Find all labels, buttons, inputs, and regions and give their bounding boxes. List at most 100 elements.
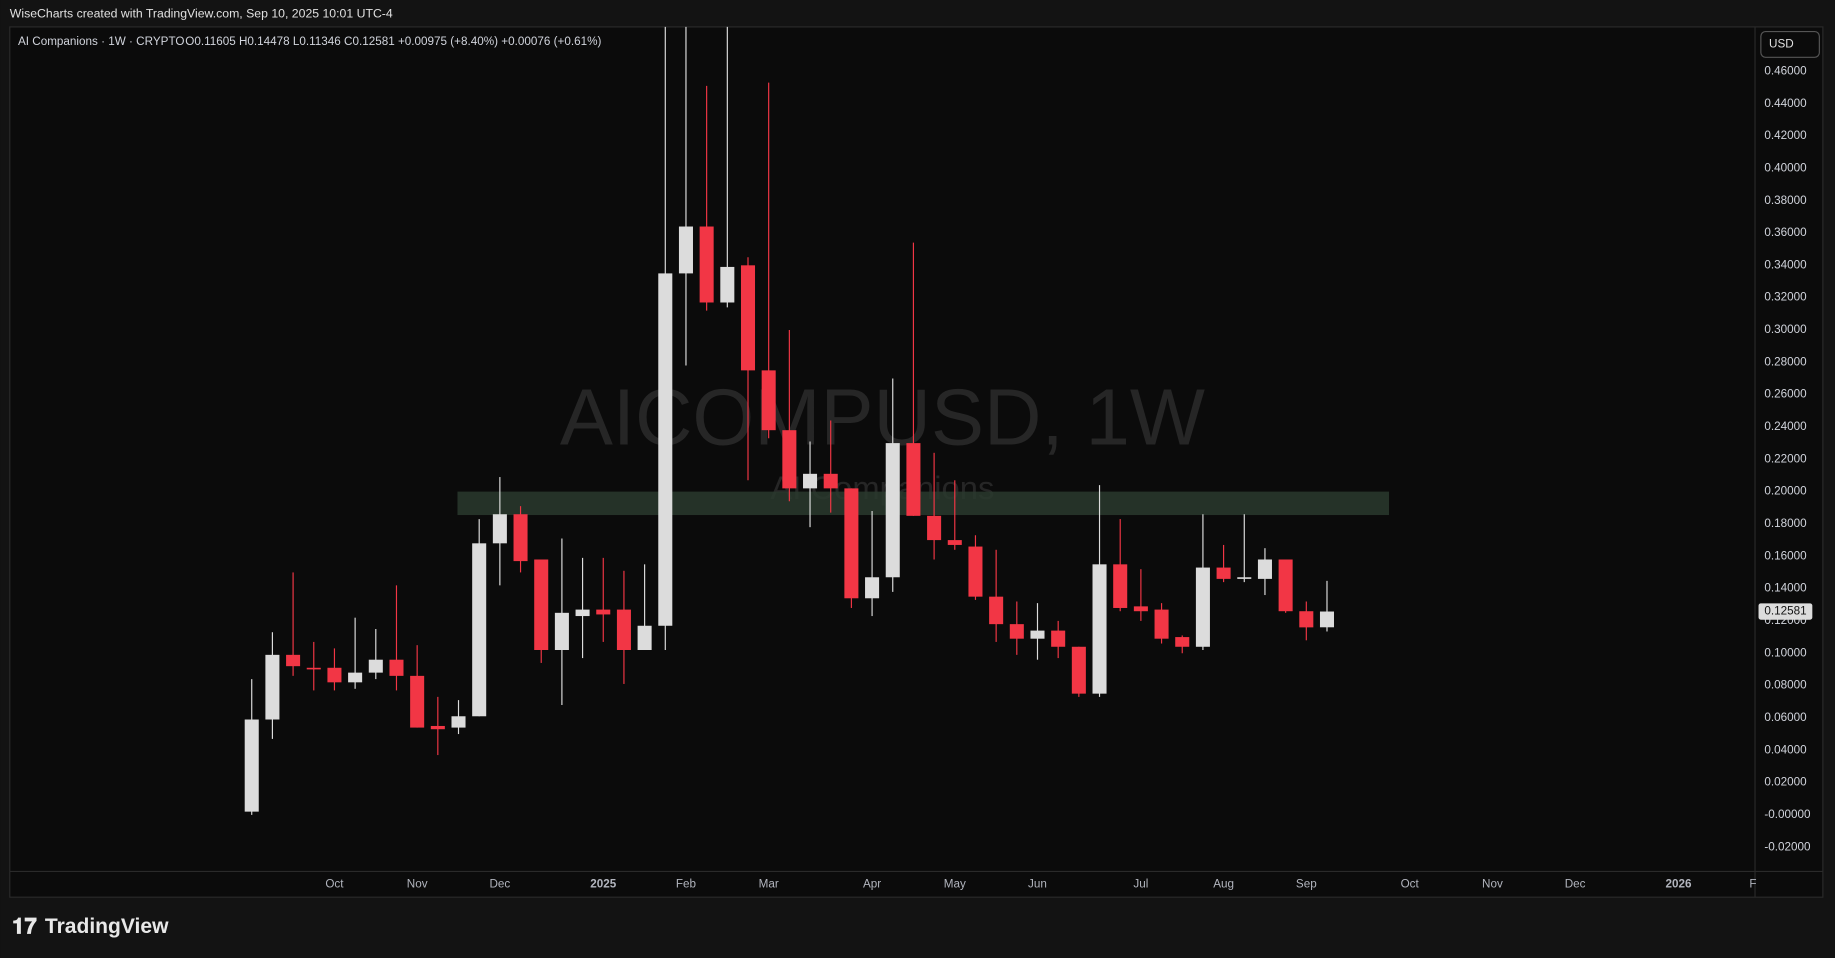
y-tick-label: 0.28000 — [1764, 355, 1807, 368]
candle-body — [1278, 559, 1293, 612]
footer: TradingView — [45, 915, 169, 938]
candle-body — [823, 473, 838, 489]
zone — [457, 491, 1390, 516]
candle-body — [368, 659, 383, 673]
candle-body — [513, 514, 528, 562]
header: WiseCharts created with TradingView.com,… — [10, 6, 393, 20]
candle-body — [1319, 611, 1335, 628]
y-tick-label: -0.00000 — [1764, 808, 1811, 821]
x-tick-label: Nov — [1482, 877, 1503, 890]
x-tick-label: Aug — [1213, 877, 1234, 890]
candle-body — [430, 725, 445, 730]
candle-body — [451, 716, 466, 728]
y-tick-label: 0.44000 — [1764, 97, 1807, 110]
y-tick-label: 0.32000 — [1764, 291, 1807, 304]
x-tick-label: Oct — [1401, 877, 1420, 890]
candle-body — [554, 612, 569, 651]
x-tick-label: Oct — [325, 877, 344, 890]
x-tick-label: Feb — [676, 877, 697, 890]
last-price-label: 0.12581 — [1764, 605, 1806, 618]
candle-body — [782, 430, 797, 489]
candle-body — [327, 667, 342, 683]
candle-body — [678, 226, 693, 274]
candle-body — [534, 559, 549, 651]
candle-body — [803, 473, 818, 489]
y-tick-label: -0.02000 — [1764, 840, 1811, 853]
x-tick-label: 2025 — [590, 877, 617, 890]
candle-body — [389, 659, 404, 676]
candle-body — [575, 609, 590, 617]
legend-values: O0.11605 H0.14478 L0.11346 C0.12581 +0.0… — [185, 35, 601, 48]
y-tick-label: 0.24000 — [1764, 420, 1807, 433]
y-tick-label: 0.10000 — [1764, 646, 1807, 659]
x-tick-label: Sep — [1296, 877, 1317, 890]
currency: USD — [1769, 38, 1794, 51]
symbol-title: AI Companions · 1W · CRYPTO — [18, 35, 185, 48]
candle-body — [472, 543, 487, 717]
candle-body — [1299, 611, 1314, 628]
candle-body — [1030, 630, 1045, 639]
y-tick-label: 0.40000 — [1764, 161, 1807, 174]
candle-body — [410, 675, 425, 728]
candle-body — [989, 596, 1004, 625]
candle-body — [699, 226, 714, 303]
y-tick-label: 0.04000 — [1764, 743, 1807, 756]
candle-body — [637, 625, 652, 651]
candle-body — [1113, 564, 1128, 608]
x-tick-label: F — [1749, 877, 1756, 890]
logo: 𝟏𝟕 — [12, 913, 37, 938]
y-tick-label: 0.34000 — [1764, 258, 1807, 271]
y-tick-label: 0.18000 — [1764, 517, 1807, 530]
watermark: AICOMPUSD, 1W — [560, 372, 1205, 461]
candle-body — [492, 514, 507, 544]
candle-body — [658, 273, 673, 626]
y-tick-label: 0.38000 — [1764, 194, 1807, 207]
x-tick-label: Nov — [407, 877, 428, 890]
candle-body — [596, 609, 611, 615]
y-tick-label: 0.20000 — [1764, 485, 1807, 498]
candle-body — [927, 515, 942, 541]
candle-body — [720, 266, 735, 303]
plot — [244, 26, 1390, 815]
last-price-box — [1758, 603, 1813, 620]
y-tick-label: 0.16000 — [1764, 549, 1807, 562]
candle-body — [348, 672, 363, 683]
candle-body — [947, 540, 962, 545]
candle-body — [1237, 577, 1252, 579]
x-tick-label: Jul — [1133, 877, 1148, 890]
candle-body — [761, 370, 776, 431]
candle-body — [1154, 609, 1169, 639]
candle-body — [865, 577, 880, 599]
x-tick-label: Mar — [759, 877, 779, 890]
candle-body — [968, 546, 983, 597]
candle-body — [616, 609, 631, 651]
candle-body — [306, 667, 321, 670]
y-tick-label: 0.14000 — [1764, 582, 1807, 595]
x-tick-label: Dec — [489, 877, 510, 890]
candle-body — [1009, 624, 1024, 639]
candle-body — [740, 265, 756, 371]
x-tick-label: Apr — [863, 877, 881, 890]
y-tick-label: 0.06000 — [1764, 711, 1807, 724]
x-tick-label: Dec — [1565, 877, 1586, 890]
x-tick-label: Jun — [1028, 877, 1047, 890]
candle-body — [1133, 606, 1148, 612]
candle-body — [844, 488, 859, 599]
x-tick-label: May — [944, 877, 966, 890]
candle-body — [1195, 567, 1210, 647]
y-tick-label: 0.46000 — [1764, 64, 1807, 77]
candle-body — [906, 443, 921, 516]
candle-body — [286, 654, 301, 667]
y-tick-label: 0.36000 — [1764, 226, 1807, 239]
candle-body — [1257, 559, 1272, 579]
candle-body — [1216, 567, 1231, 579]
candle-body — [265, 654, 280, 720]
y-tick-label: 0.22000 — [1764, 452, 1807, 465]
y-tick-label: 0.42000 — [1764, 129, 1807, 142]
y-tick-label: 0.02000 — [1764, 776, 1807, 789]
candle-body — [244, 719, 259, 812]
currency-button[interactable] — [1760, 30, 1820, 58]
candle-body — [885, 443, 900, 578]
